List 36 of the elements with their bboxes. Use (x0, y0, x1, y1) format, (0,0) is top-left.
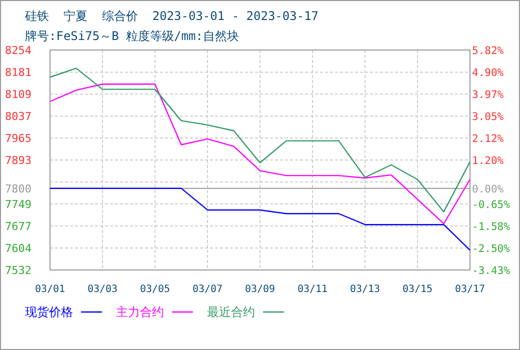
y2-tick-label: -3.43% (472, 265, 511, 277)
x-tick-label: 03/05 (140, 284, 170, 295)
chart-subtitle: 牌号:FeSi75～B 粒度等级/mm:自然块 (25, 29, 239, 43)
y2-tick-label: -0.65% (472, 198, 511, 211)
y-tick-label: 8109 (5, 88, 32, 102)
y-tick-label: 7893 (5, 154, 32, 167)
y-tick-label: 8254 (5, 44, 32, 57)
x-tick-label: 03/03 (87, 284, 118, 295)
x-tick-label: 03/09 (244, 284, 276, 295)
y-tick-label: 8181 (5, 66, 32, 80)
y2-tick-label: 3.97% (472, 89, 504, 101)
legend-label: 现货价格 (25, 305, 73, 319)
x-tick-label: 03/11 (297, 284, 328, 295)
y2-tick-label: 5.82% (472, 45, 504, 57)
y-tick-label: 7800 (5, 182, 32, 196)
chart-title: 硅铁 宁夏 综合价 2023-03-01 - 2023-03-17 (24, 9, 319, 23)
y-tick-label: 8037 (5, 110, 32, 124)
y-tick-label: 7604 (5, 242, 32, 256)
y2-tick-label: 2.12% (472, 133, 504, 145)
y2-tick-label: -1.58% (472, 221, 511, 233)
x-tick-label: 03/13 (350, 284, 380, 295)
x-tick-label: 03/15 (402, 284, 433, 295)
legend-label: 最近合约 (207, 305, 255, 319)
y-tick-label: 7749 (5, 198, 32, 211)
x-tick-label: 03/17 (454, 284, 486, 295)
y2-tick-label: 3.05% (472, 110, 504, 123)
y2-tick-label: 4.90% (472, 66, 504, 79)
y2-tick-label: 0.00% (472, 183, 504, 196)
y-tick-label: 7965 (5, 132, 32, 146)
x-tick-label: 03/07 (192, 284, 223, 295)
y-tick-label: 7532 (5, 264, 32, 277)
legend-label: 主力合约 (116, 305, 164, 319)
y2-tick-label: 1.20% (472, 154, 504, 167)
y2-tick-label: -2.50% (472, 242, 511, 255)
y-tick-label: 7677 (5, 220, 32, 233)
x-tick-label: 03/01 (34, 284, 66, 295)
